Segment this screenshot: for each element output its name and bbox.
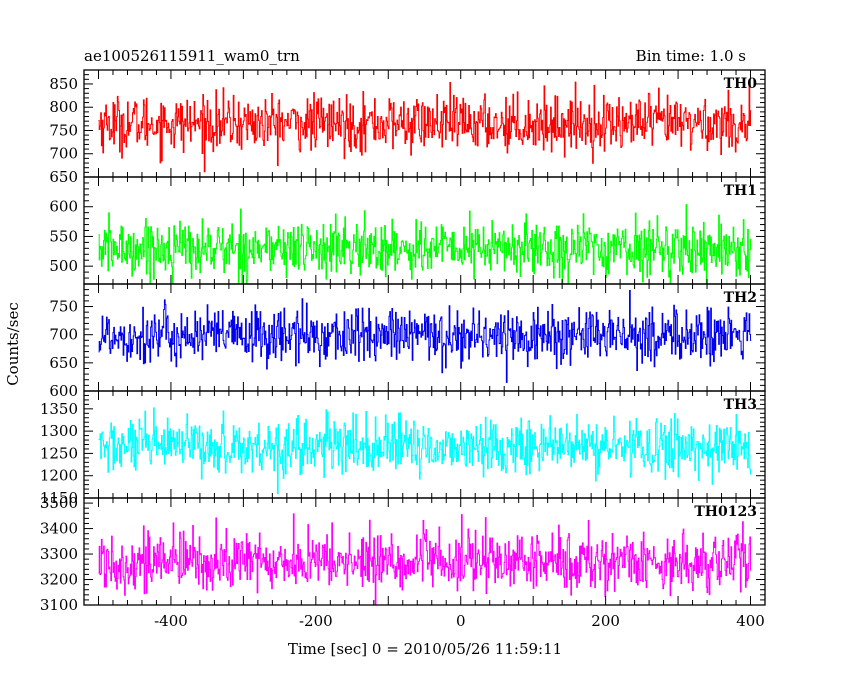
y-tick-label: 3500 [40,494,78,512]
chart-title: ae100526115911_wam0_trn [84,47,300,65]
panel-label: TH0123 [694,504,757,520]
y-tick-label: 1250 [40,444,78,462]
y-tick-label: 500 [49,257,78,275]
y-tick-label: 600 [49,382,78,400]
y-tick-label: 550 [49,227,78,245]
panel-label: TH2 [724,290,757,306]
chart-subtitle: Bin time: 1.0 s [636,47,746,65]
y-tick-label: 3400 [40,520,78,538]
y-tick-label: 3300 [40,545,78,563]
series-line [98,204,752,284]
panel-label: TH3 [724,397,757,413]
y-tick-label: 3100 [40,596,78,614]
x-axis-title: Time [sec] 0 = 2010/05/26 11:59:11 [288,640,562,658]
x-tick-label: -200 [299,612,333,630]
series-line [98,81,752,173]
y-tick-label: 750 [49,298,78,316]
y-tick-label: 1200 [40,467,78,485]
y-tick-label: 650 [49,354,78,372]
panel-frame [83,497,766,606]
y-tick-label: 1300 [40,422,78,440]
x-tick-label: 200 [591,612,620,630]
panel-label: TH0 [724,76,758,92]
series-line [98,513,752,605]
y-tick-label: 3200 [40,571,78,589]
y-tick-label: 700 [49,326,78,344]
y-axis-title: Counts/sec [4,302,22,386]
panel-label: TH1 [724,183,757,199]
y-tick-label: 800 [49,98,78,116]
y-tick-label: 650 [49,168,78,186]
x-tick-label: 0 [456,612,466,630]
x-tick-label: -400 [154,612,188,630]
series-line [98,407,752,494]
plot-panels: 650 700 750 800 850 TH0 500 550 600 TH1 600 650 700 7… [40,69,766,630]
y-tick-label: 850 [49,75,78,93]
y-tick-label: 700 [49,145,78,163]
series-line [98,289,752,383]
x-tick-label: 400 [736,612,765,630]
y-tick-label: 750 [49,121,78,139]
y-tick-label: 1350 [40,400,78,418]
y-tick-label: 1150 [40,489,78,507]
y-tick-label: 600 [49,198,78,216]
